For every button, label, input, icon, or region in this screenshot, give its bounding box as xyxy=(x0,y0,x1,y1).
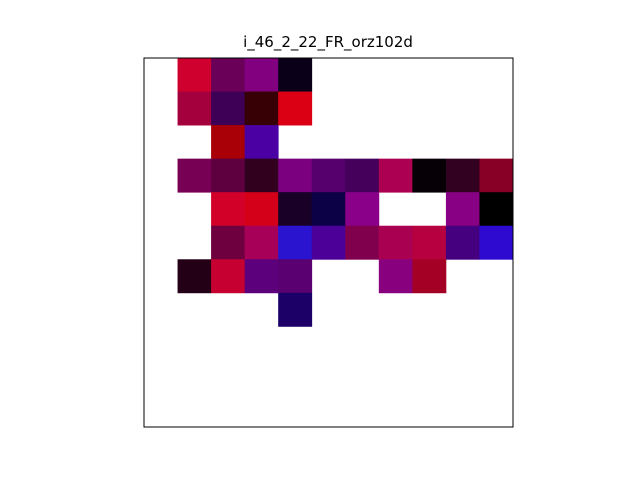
heatmap-cell-r3-c3 xyxy=(244,158,279,193)
heatmap-cell-r0-c4 xyxy=(278,58,313,92)
heatmap-cell-r5-c4 xyxy=(278,225,313,260)
heatmap-cell-r3-c10 xyxy=(479,158,514,193)
heatmap-cell-r5-c6 xyxy=(345,225,380,260)
heatmap-cell-r2-c3 xyxy=(244,125,279,160)
heatmap-cell-r5-c8 xyxy=(412,225,447,260)
heatmap-cell-r6-c4 xyxy=(278,259,313,294)
heatmap-cell-r0-c2 xyxy=(211,58,246,92)
heatmap-cell-r3-c8 xyxy=(412,158,447,193)
heatmap-cell-r7-c4 xyxy=(278,292,313,327)
heatmap-cell-r1-c3 xyxy=(244,91,279,126)
heatmap-cell-r5-c10 xyxy=(479,225,514,260)
chart-title: i_46_2_22_FR_orz102d xyxy=(243,33,413,51)
heatmap-cell-r4-c2 xyxy=(211,192,246,227)
heatmap-cell-r4-c5 xyxy=(311,192,346,227)
heatmap-cell-r3-c5 xyxy=(311,158,346,193)
heatmap-cell-r4-c6 xyxy=(345,192,380,227)
heatmap-cell-r5-c7 xyxy=(378,225,413,260)
heatmap-cell-r5-c5 xyxy=(311,225,346,260)
heatmap-cell-r3-c1 xyxy=(177,158,212,193)
heatmap-cell-r4-c9 xyxy=(445,192,480,227)
heatmap-cell-r1-c1 xyxy=(177,91,212,126)
heatmap-cell-r3-c6 xyxy=(345,158,380,193)
heatmap-cell-r6-c1 xyxy=(177,259,212,294)
heatmap-cell-r4-c4 xyxy=(278,192,313,227)
heatmap-cell-r3-c2 xyxy=(211,158,246,193)
heatmap-cell-r4-c3 xyxy=(244,192,279,227)
heatmap-cell-r0-c1 xyxy=(177,58,212,92)
heatmap-cell-r4-c10 xyxy=(479,192,514,227)
heatmap-cell-r1-c4 xyxy=(278,91,313,126)
heatmap-cell-r1-c2 xyxy=(211,91,246,126)
heatmap-cell-r6-c3 xyxy=(244,259,279,294)
axes-frame xyxy=(143,57,514,428)
heatmap-cell-r6-c8 xyxy=(412,259,447,294)
heatmap-cell-r5-c9 xyxy=(445,225,480,260)
heatmap-cell-r3-c4 xyxy=(278,158,313,193)
heatmap-cell-r5-c3 xyxy=(244,225,279,260)
heatmap-cell-r0-c3 xyxy=(244,58,279,92)
heatmap-cell-r2-c2 xyxy=(211,125,246,160)
heatmap-cell-r6-c7 xyxy=(378,259,413,294)
heatmap-cells xyxy=(177,58,514,327)
heatmap-cell-r6-c2 xyxy=(211,259,246,294)
heatmap-cell-r3-c9 xyxy=(445,158,480,193)
heatmap-cell-r3-c7 xyxy=(378,158,413,193)
heatmap-cell-r5-c2 xyxy=(211,225,246,260)
